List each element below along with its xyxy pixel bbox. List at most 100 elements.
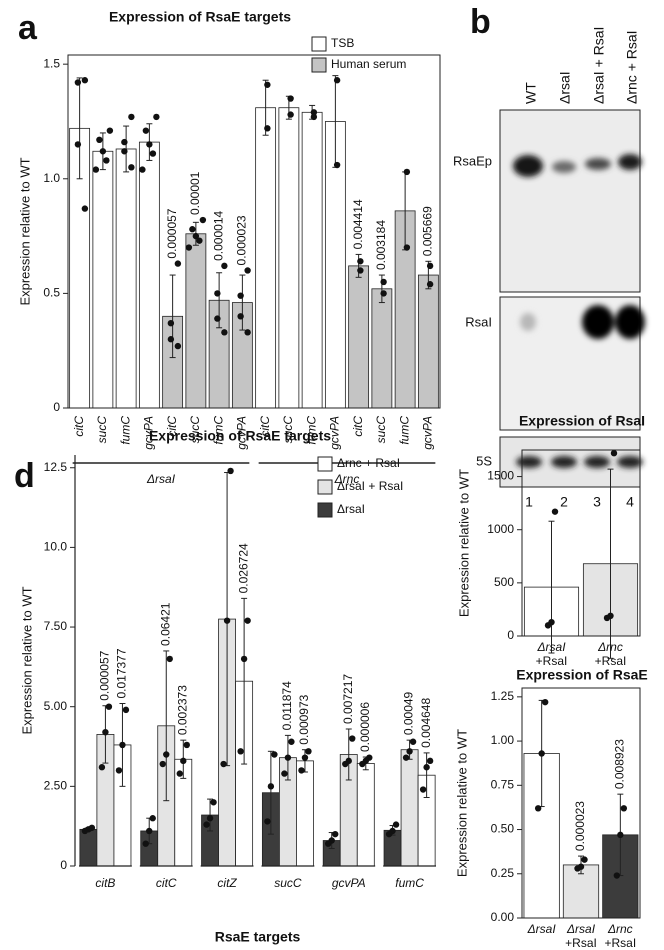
data-point — [349, 735, 356, 742]
data-point — [74, 79, 82, 86]
data-point — [244, 267, 251, 274]
x-tick-label: ΔrsaI — [566, 922, 596, 936]
data-point — [620, 805, 628, 812]
plot-frame — [521, 449, 641, 637]
bands — [513, 154, 645, 468]
x-tick-label: citC — [258, 416, 272, 437]
data-point — [146, 141, 153, 148]
data-point — [237, 313, 244, 320]
data-point — [122, 706, 130, 714]
y-tick-label: 0 — [507, 628, 514, 642]
data-point — [183, 741, 190, 749]
y-tick-label: 1500 — [487, 469, 514, 483]
data-point — [357, 258, 364, 265]
data-point — [139, 166, 146, 173]
x-tick-label: Δrnc — [607, 922, 633, 936]
x-tick-label: gcvPA — [332, 876, 366, 890]
data-point — [544, 622, 552, 629]
band — [552, 161, 576, 173]
data-point — [403, 168, 411, 176]
data-point — [617, 831, 624, 839]
bar — [138, 141, 160, 409]
band — [584, 456, 610, 468]
bar — [79, 828, 98, 867]
data-point — [153, 113, 160, 121]
x-tick-label: fumC — [211, 416, 225, 445]
x-tick-label: citZ — [217, 876, 237, 890]
data-point — [189, 226, 196, 233]
y-tick-label: 1.5 — [43, 56, 60, 70]
data-point — [333, 77, 341, 84]
p-value: 0.011874 — [280, 681, 294, 730]
data-point — [385, 830, 393, 838]
p-value: 0.06421 — [158, 602, 172, 646]
data-point — [174, 260, 182, 267]
x-tick-label: sucC — [274, 876, 302, 890]
data-point — [538, 750, 545, 757]
data-point — [96, 136, 103, 144]
y-tick-label: 0.5 — [43, 286, 60, 300]
bar — [371, 288, 393, 409]
data-point — [301, 754, 309, 761]
y-tick-label: 1.0 — [43, 171, 60, 185]
bar — [348, 265, 370, 409]
p-value: 0.004414 — [351, 199, 365, 249]
data-point — [106, 127, 114, 134]
legend-swatch — [317, 479, 333, 495]
data-point — [176, 770, 183, 777]
p-value: 0.000973 — [297, 694, 311, 744]
x-tick-label: gcvPA — [328, 416, 342, 450]
lane-number: 3 — [593, 494, 601, 510]
panel-label: b — [470, 3, 491, 41]
p-value: 0.000057 — [98, 650, 112, 700]
band — [516, 456, 542, 468]
y-axis-label: Expression relative to WT — [19, 586, 34, 734]
y-tick-label: 0 — [60, 858, 67, 872]
data-point — [264, 125, 271, 132]
band — [618, 154, 642, 170]
chart-title: Expression of RsaE targets — [109, 9, 291, 25]
lane-number: 1 — [525, 494, 533, 510]
legend-label: Human serum — [331, 57, 406, 71]
data-point — [613, 872, 621, 879]
y-tick-label: 10.0 — [44, 540, 68, 554]
y-tick-label: 1.00 — [491, 733, 515, 747]
data-point — [357, 267, 364, 274]
lane-label: ΔrsaI + RsaI — [591, 27, 607, 104]
x-tick-label: ΔrsaI — [527, 922, 557, 936]
data-point — [287, 111, 294, 118]
data-point — [105, 703, 113, 710]
data-point — [128, 113, 135, 121]
p-value: 0.008923 — [613, 739, 627, 789]
data-point — [192, 232, 200, 240]
x-tick-label: citB — [95, 876, 115, 890]
p-value: 0.003184 — [374, 220, 388, 270]
data-point — [149, 150, 157, 157]
data-point — [325, 840, 332, 847]
data-point — [287, 95, 294, 102]
data-point — [221, 329, 228, 336]
x-tick-label: gcvPA — [235, 416, 249, 450]
data-point — [298, 767, 305, 774]
data-point — [221, 262, 228, 270]
data-point — [199, 216, 207, 224]
legend-swatch — [311, 57, 327, 73]
y-tick-label: 5.00 — [44, 699, 68, 713]
data-point — [81, 77, 89, 84]
p-value: 0.017377 — [115, 648, 129, 698]
data-point — [402, 754, 410, 761]
bar — [296, 760, 314, 867]
data-point — [74, 141, 82, 148]
p-value: 0.004648 — [419, 698, 433, 748]
data-point — [264, 818, 271, 825]
p-value: 0.000057 — [165, 208, 179, 258]
data-point — [227, 467, 234, 475]
x-tick-label: fumC — [397, 416, 411, 445]
legend-label: ΔrsaI + RsaI — [337, 479, 403, 493]
legend-label: ΔrsaI — [337, 502, 365, 516]
data-point — [174, 342, 182, 350]
data-point — [167, 319, 175, 327]
data-point — [392, 821, 400, 828]
lane-number: 2 — [560, 494, 568, 510]
bar — [417, 274, 439, 409]
